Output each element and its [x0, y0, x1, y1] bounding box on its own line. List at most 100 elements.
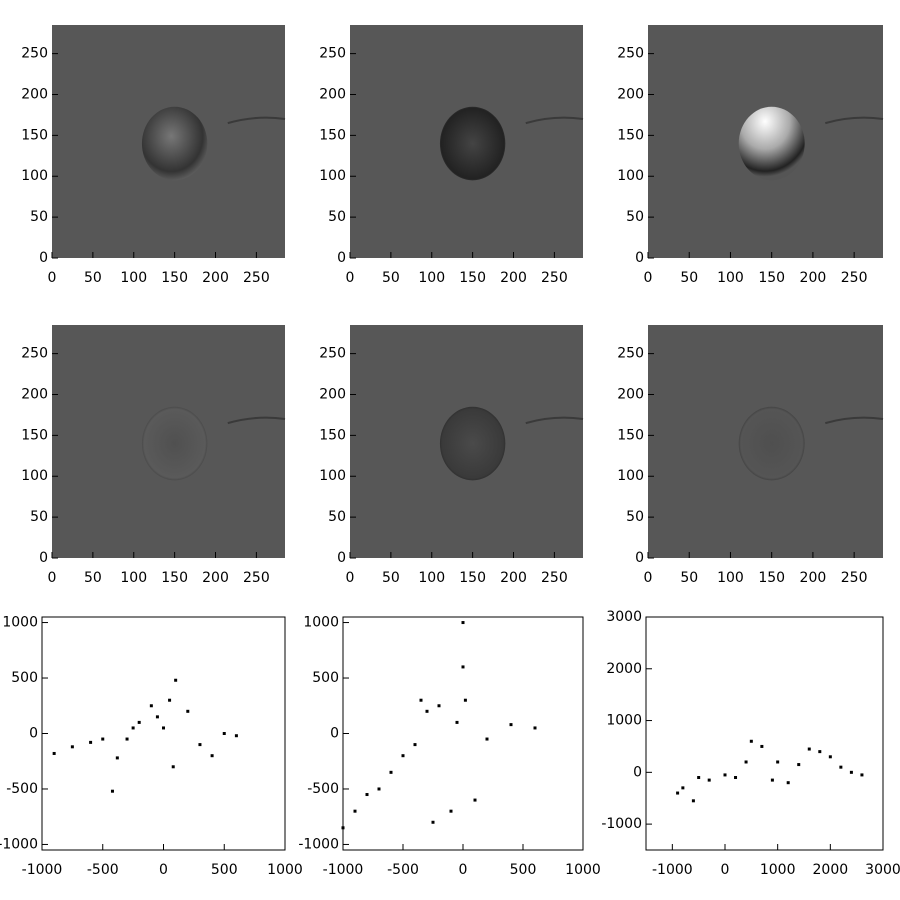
- y-tick-label: 3000: [606, 609, 642, 625]
- scatter-point: [707, 778, 711, 782]
- y-tick-label: 100: [319, 168, 346, 184]
- scatter-point: [691, 799, 695, 803]
- x-tick-label: 150: [758, 570, 785, 586]
- x-tick-label: 250: [243, 570, 270, 586]
- y-tick-label: 0: [635, 550, 644, 566]
- scatter-point: [125, 737, 129, 741]
- y-tick-label: -1000: [0, 836, 38, 852]
- x-tick-label: 200: [800, 270, 827, 286]
- y-tick-label: 50: [626, 509, 644, 525]
- x-tick-label: 200: [202, 270, 229, 286]
- x-tick-label: 100: [120, 570, 147, 586]
- x-tick-label: 0: [346, 570, 355, 586]
- x-tick-label: 150: [459, 270, 486, 286]
- scatter-point: [89, 740, 93, 744]
- scatter-point: [461, 665, 465, 669]
- scatter-point: [455, 720, 459, 724]
- y-tick-label: 0: [337, 550, 346, 566]
- scatter-point: [353, 809, 357, 813]
- x-tick-label: 0: [721, 862, 730, 878]
- scatter-point: [110, 789, 114, 793]
- scatter-point: [413, 743, 417, 747]
- scatter-point: [786, 781, 790, 785]
- sunspot-blob: [738, 406, 805, 481]
- y-tick-label: 200: [319, 386, 346, 402]
- feature-streak: [525, 116, 584, 125]
- y-tick-label: 250: [617, 46, 644, 62]
- y-tick-label: 50: [328, 209, 346, 225]
- scatter-point: [222, 732, 226, 735]
- scatter-point: [828, 755, 832, 759]
- x-tick-label: 100: [418, 270, 445, 286]
- y-tick-label: 250: [21, 346, 48, 362]
- scatter-point: [485, 737, 489, 741]
- sunspot-blob: [141, 406, 208, 481]
- y-tick-label: -1000: [601, 816, 642, 832]
- scatter-point: [818, 750, 822, 754]
- y-tick-label: 500: [11, 670, 38, 686]
- x-tick-label: 3000: [865, 862, 900, 878]
- scatter-point: [70, 745, 74, 749]
- x-tick-label: 250: [541, 570, 568, 586]
- scatter-point: [849, 770, 853, 774]
- y-tick-label: 1000: [606, 713, 642, 729]
- y-tick-label: 0: [29, 726, 38, 742]
- x-tick-label: 250: [243, 270, 270, 286]
- scatter-point: [770, 778, 774, 782]
- x-tick-label: 50: [84, 270, 102, 286]
- y-tick-label: 100: [21, 468, 48, 484]
- x-tick-label: -500: [87, 862, 119, 878]
- x-tick-label: 250: [841, 570, 868, 586]
- scatter-point: [676, 791, 680, 795]
- scatter-point: [377, 787, 381, 791]
- feature-streak: [227, 116, 286, 125]
- scatter-point: [52, 751, 56, 755]
- y-tick-label: 100: [319, 468, 346, 484]
- y-tick-label: 0: [633, 764, 642, 780]
- y-tick-label: 200: [617, 386, 644, 402]
- y-tick-label: 0: [635, 250, 644, 266]
- x-tick-label: 150: [161, 570, 188, 586]
- sunspot-blob: [738, 106, 805, 181]
- y-tick-label: 150: [21, 427, 48, 443]
- y-tick-label: 200: [21, 86, 48, 102]
- x-tick-label: 150: [161, 270, 188, 286]
- x-tick-label: 50: [680, 570, 698, 586]
- y-tick-label: -500: [6, 781, 38, 797]
- y-tick-label: 1000: [303, 615, 339, 631]
- scatter-point: [533, 726, 537, 730]
- plot-frame: [645, 616, 884, 851]
- sunspot-blob: [141, 106, 208, 181]
- y-tick-label: -500: [307, 781, 339, 797]
- x-tick-label: -1000: [22, 862, 63, 878]
- scatter-point: [155, 715, 159, 719]
- scatter-point: [723, 773, 727, 777]
- x-tick-label: 1000: [267, 862, 303, 878]
- x-tick-label: 150: [459, 570, 486, 586]
- x-tick-label: 200: [800, 570, 827, 586]
- plot-frame: [342, 616, 584, 851]
- scatter-point: [341, 826, 345, 830]
- y-tick-label: 150: [21, 127, 48, 143]
- y-tick-label: 50: [328, 509, 346, 525]
- sunspot-blob: [439, 406, 506, 481]
- scatter-point: [697, 776, 701, 780]
- y-tick-label: 50: [626, 209, 644, 225]
- y-tick-label: 2000: [606, 661, 642, 677]
- scatter-point: [425, 709, 429, 713]
- feature-streak: [825, 416, 884, 425]
- y-tick-label: 1000: [2, 615, 38, 631]
- x-tick-label: 0: [644, 570, 653, 586]
- x-tick-label: 0: [159, 862, 168, 878]
- scatter-point: [473, 798, 477, 802]
- feature-streak: [825, 116, 884, 125]
- scatter-point: [234, 734, 238, 738]
- x-tick-label: 1000: [565, 862, 601, 878]
- x-tick-label: 100: [120, 270, 147, 286]
- x-tick-label: 200: [500, 570, 527, 586]
- scatter-point: [749, 739, 753, 743]
- y-tick-label: 0: [39, 250, 48, 266]
- x-tick-label: 50: [382, 270, 400, 286]
- plot-frame: [41, 616, 286, 851]
- scatter-point: [744, 760, 748, 764]
